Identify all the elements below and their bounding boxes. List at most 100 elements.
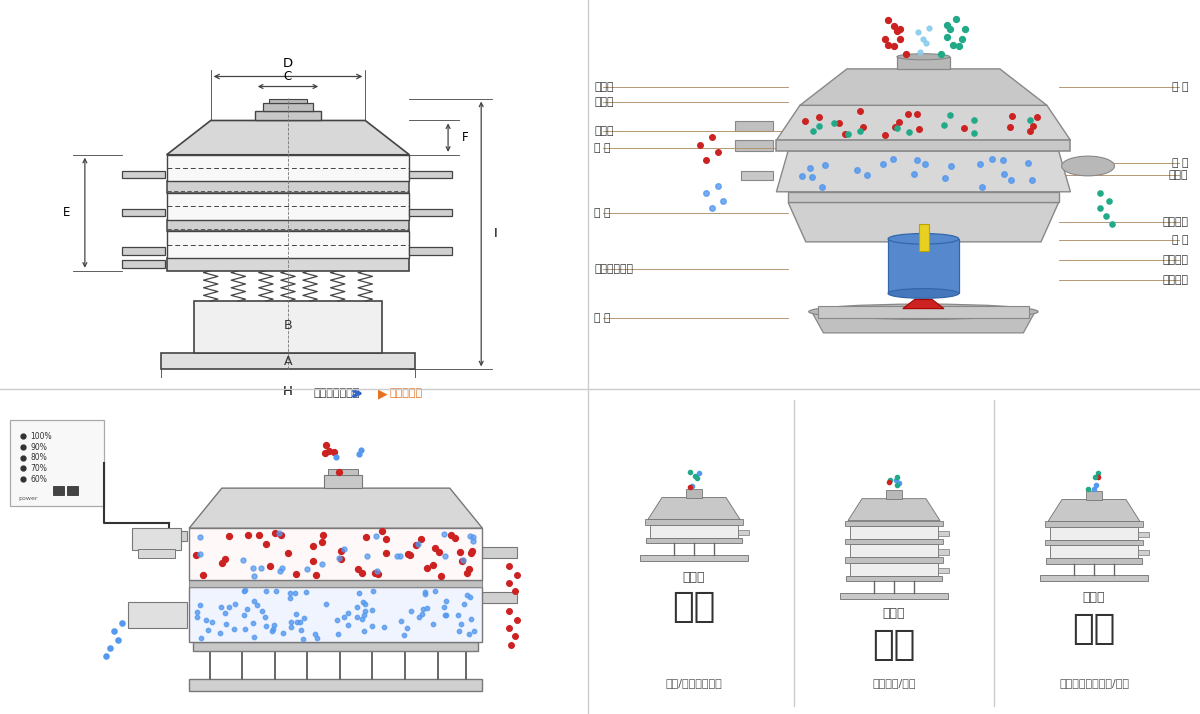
Text: 网 架: 网 架 bbox=[1171, 158, 1188, 168]
Point bbox=[418, 602, 437, 613]
Text: 上部重锤: 上部重锤 bbox=[1162, 217, 1188, 227]
Point bbox=[424, 559, 443, 570]
Point bbox=[412, 608, 431, 620]
Bar bbox=[409, 247, 452, 255]
Point bbox=[508, 614, 527, 625]
Polygon shape bbox=[902, 300, 944, 308]
Bar bbox=[1040, 575, 1148, 581]
Point bbox=[505, 630, 524, 642]
Point bbox=[254, 611, 274, 623]
Point bbox=[455, 598, 474, 609]
Point bbox=[349, 588, 368, 599]
Point bbox=[708, 180, 727, 191]
Point bbox=[696, 154, 715, 166]
Point bbox=[226, 598, 245, 610]
Bar bbox=[167, 193, 409, 220]
Point bbox=[395, 629, 414, 640]
Text: 下部重锤: 下部重锤 bbox=[1162, 275, 1188, 285]
Point bbox=[1019, 157, 1038, 169]
Point bbox=[685, 470, 704, 481]
Point bbox=[884, 21, 904, 32]
Point bbox=[293, 633, 312, 645]
Point bbox=[1022, 121, 1042, 132]
Point bbox=[198, 625, 217, 636]
Point bbox=[187, 607, 206, 618]
Point bbox=[367, 565, 386, 577]
Point bbox=[196, 614, 215, 625]
Point bbox=[274, 627, 293, 638]
Point bbox=[358, 550, 377, 561]
Bar bbox=[324, 476, 362, 488]
Point bbox=[935, 119, 954, 131]
Point bbox=[307, 632, 326, 643]
Point bbox=[917, 37, 936, 49]
Point bbox=[329, 466, 348, 478]
Point bbox=[328, 615, 347, 626]
Point bbox=[431, 570, 450, 581]
Point bbox=[238, 603, 257, 615]
Point bbox=[434, 601, 454, 613]
Point bbox=[800, 162, 820, 174]
Point bbox=[264, 623, 283, 635]
Point bbox=[983, 154, 1002, 165]
Text: A: A bbox=[283, 355, 293, 368]
Point bbox=[908, 26, 928, 38]
Point bbox=[425, 585, 444, 596]
Point bbox=[463, 536, 482, 547]
Point bbox=[796, 116, 815, 127]
Text: 三层式: 三层式 bbox=[883, 608, 905, 620]
Point bbox=[499, 623, 518, 634]
Bar bbox=[1045, 521, 1142, 527]
Point bbox=[266, 585, 286, 596]
Bar bbox=[254, 111, 322, 121]
Text: 去除异物/结块: 去除异物/结块 bbox=[872, 678, 916, 688]
Point bbox=[436, 609, 455, 620]
Point bbox=[391, 615, 410, 626]
Bar bbox=[938, 568, 949, 573]
Point bbox=[462, 547, 481, 558]
Polygon shape bbox=[190, 488, 482, 528]
Bar bbox=[1045, 540, 1142, 545]
Point bbox=[460, 628, 479, 640]
Point bbox=[270, 528, 289, 539]
Point bbox=[412, 533, 431, 544]
Point bbox=[338, 607, 358, 618]
Bar bbox=[686, 488, 702, 498]
Point bbox=[1090, 203, 1109, 214]
Point bbox=[252, 605, 271, 616]
Point bbox=[287, 608, 306, 619]
Bar bbox=[845, 539, 943, 544]
Text: 外形尺寸示意图: 外形尺寸示意图 bbox=[313, 388, 360, 398]
Point bbox=[812, 181, 832, 192]
Point bbox=[937, 31, 956, 43]
Point bbox=[454, 555, 473, 566]
Text: 防尘盖: 防尘盖 bbox=[594, 97, 613, 107]
Text: 机 座: 机 座 bbox=[594, 313, 611, 323]
Point bbox=[245, 570, 264, 581]
Point bbox=[347, 601, 366, 613]
Point bbox=[937, 19, 956, 31]
Point bbox=[1099, 195, 1118, 206]
Point bbox=[101, 643, 120, 654]
Point bbox=[234, 610, 253, 621]
Text: I: I bbox=[493, 228, 497, 241]
Point bbox=[451, 618, 470, 630]
Bar bbox=[1138, 550, 1150, 555]
Point bbox=[331, 553, 350, 564]
Point bbox=[914, 33, 934, 44]
Polygon shape bbox=[1048, 500, 1140, 521]
Bar bbox=[736, 140, 774, 151]
Point bbox=[272, 562, 292, 573]
Text: ▶: ▶ bbox=[378, 387, 388, 400]
Point bbox=[1002, 174, 1021, 185]
Bar bbox=[67, 486, 78, 495]
Point bbox=[965, 128, 984, 139]
Point bbox=[690, 468, 709, 479]
Bar bbox=[132, 528, 181, 550]
Point bbox=[402, 605, 421, 616]
Point bbox=[880, 476, 899, 488]
Bar bbox=[1050, 527, 1138, 540]
Text: 结构示意图: 结构示意图 bbox=[390, 388, 424, 398]
Point bbox=[247, 600, 266, 611]
Point bbox=[994, 154, 1013, 166]
